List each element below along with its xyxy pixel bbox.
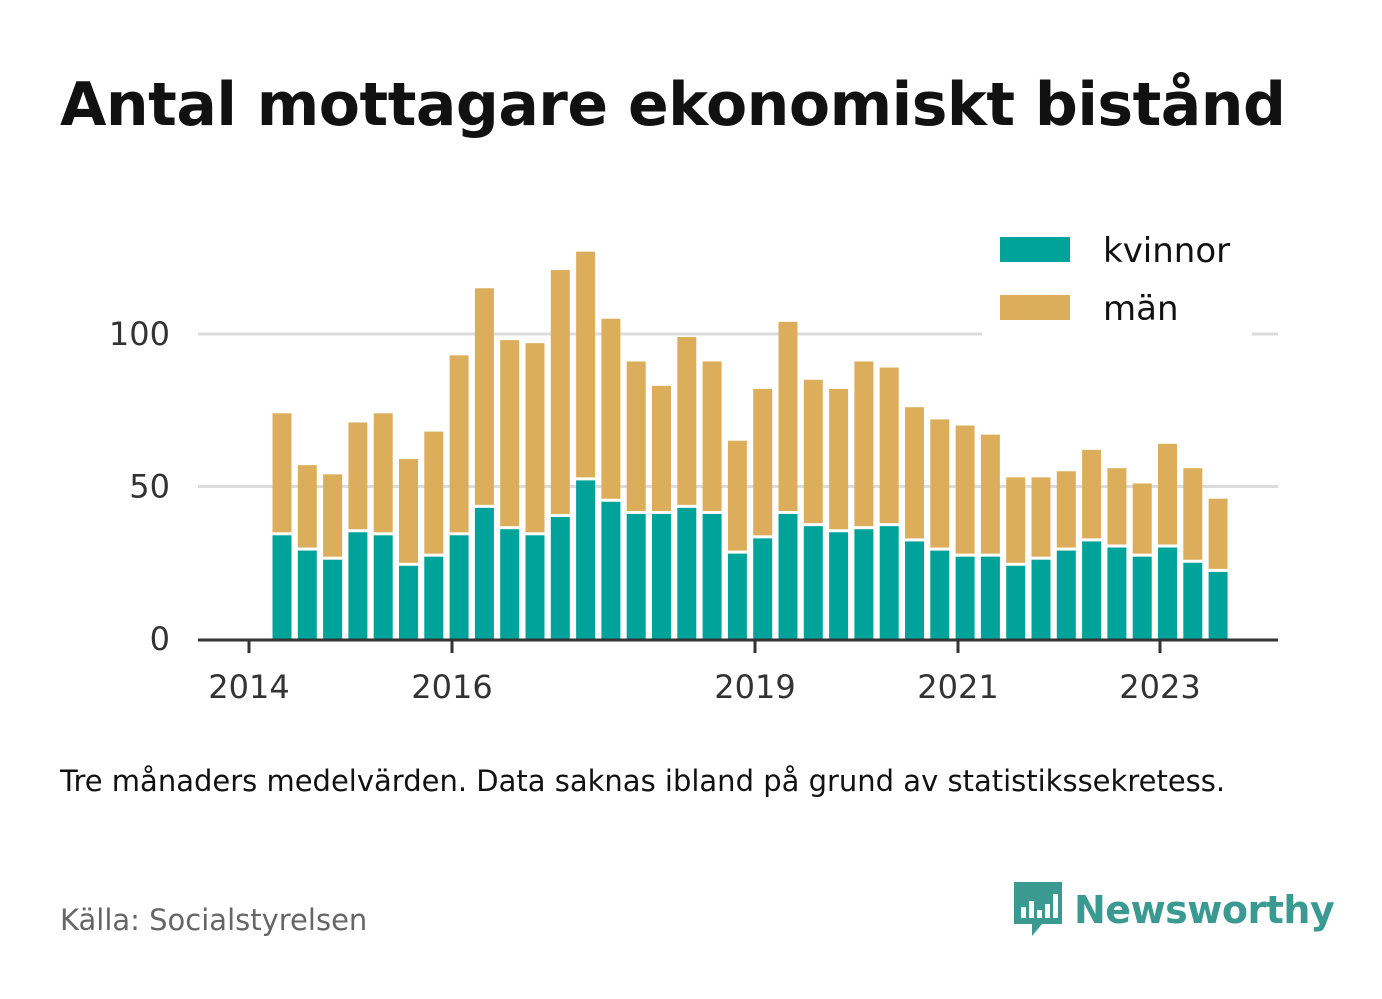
bar-kvinnor [474, 507, 494, 639]
bar-kvinnor [1056, 550, 1076, 639]
bar-kvinnor [854, 529, 874, 639]
bar-man [399, 459, 418, 563]
bar-man [1208, 498, 1228, 569]
bar-man [373, 413, 393, 533]
bar-man [677, 337, 697, 505]
bar-kvinnor [1158, 547, 1177, 639]
bar-kvinnor [1082, 541, 1102, 639]
bar-kvinnor [829, 532, 849, 639]
bar-man [1158, 443, 1177, 545]
stacked-bar-chart: 0 50 100 2014 2016 2019 2021 2023 kvinnor män [108, 225, 1278, 706]
bar-man [424, 431, 444, 554]
brand-name: Newsworthy [1074, 888, 1335, 932]
bar-kvinnor [1006, 565, 1026, 639]
bar-kvinnor [1208, 571, 1228, 639]
bar-man [879, 367, 899, 524]
bar-kvinnor [424, 556, 444, 639]
bar-kvinnor [879, 526, 899, 639]
bar-kvinnor [1031, 559, 1051, 639]
legend: kvinnor män [982, 225, 1252, 337]
bar-man [905, 407, 924, 539]
x-tick-label: 2016 [411, 668, 492, 706]
bar-kvinnor [702, 513, 722, 639]
bar-man [1082, 449, 1102, 539]
bars [272, 251, 1228, 639]
bar-man [803, 379, 823, 524]
bar-kvinnor [576, 480, 596, 639]
bar-man [297, 465, 317, 548]
bar-kvinnor [753, 538, 773, 639]
y-tick-label: 0 [150, 620, 170, 658]
y-tick-label: 50 [129, 468, 170, 506]
source-credit: Källa: Socialstyrelsen [60, 903, 368, 937]
bar-kvinnor [1183, 562, 1203, 639]
bar-kvinnor [727, 553, 747, 639]
bar-man [474, 288, 494, 505]
bar-man [500, 340, 520, 527]
y-tick-label: 100 [109, 315, 170, 353]
bar-man [576, 251, 596, 478]
bar-man [1107, 468, 1127, 545]
bar-man [778, 321, 798, 511]
bar-man [955, 425, 975, 554]
bar-man [1031, 477, 1051, 557]
x-tick-label: 2021 [917, 668, 998, 706]
bar-kvinnor [297, 550, 317, 639]
x-tick-label: 2023 [1119, 668, 1200, 706]
bar-kvinnor [652, 513, 671, 639]
bar-kvinnor [399, 565, 418, 639]
chart-note: Tre månaders medelvärden. Data saknas ib… [60, 764, 1226, 798]
bar-kvinnor [955, 556, 975, 639]
bar-man [449, 355, 469, 533]
brand-logo: Newsworthy [1012, 880, 1335, 940]
bar-man [854, 361, 874, 527]
bar-man [626, 361, 646, 511]
bar-kvinnor [525, 535, 545, 639]
x-tick-label: 2019 [714, 668, 795, 706]
bar-man [829, 388, 849, 530]
bar-kvinnor [500, 529, 520, 639]
bar-man [753, 388, 773, 536]
bar-man [930, 419, 950, 548]
bar-man [727, 440, 747, 551]
chart-title: Antal mottagare ekonomiskt bistånd [60, 70, 1286, 140]
bar-kvinnor [1132, 556, 1152, 639]
bar-man [1056, 471, 1076, 548]
x-tick-label: 2014 [208, 668, 289, 706]
bar-man [1006, 477, 1026, 563]
legend-label: män [1103, 289, 1179, 329]
bar-kvinnor [677, 507, 697, 639]
bar-man [550, 269, 570, 514]
bar-kvinnor [905, 541, 924, 639]
bar-kvinnor [373, 535, 393, 639]
legend-swatch [1000, 237, 1070, 262]
bar-kvinnor [323, 559, 343, 639]
bar-kvinnor [348, 532, 368, 639]
bar-man [980, 434, 1000, 554]
bar-kvinnor [626, 513, 646, 639]
bar-kvinnor [778, 513, 798, 639]
bar-man [1183, 468, 1203, 560]
bar-kvinnor [980, 556, 1000, 639]
bar-man [702, 361, 722, 511]
x-axis: 2014 2016 2019 2021 2023 [198, 638, 1278, 706]
bar-kvinnor [1107, 547, 1127, 639]
legend-swatch [1000, 295, 1070, 320]
bar-kvinnor [449, 535, 469, 639]
bar-kvinnor [272, 535, 292, 639]
bar-man [601, 318, 621, 499]
bar-man [1132, 483, 1152, 554]
bar-kvinnor [550, 517, 570, 639]
bar-man [272, 413, 292, 533]
bar-kvinnor [803, 526, 823, 639]
bar-kvinnor [930, 550, 950, 639]
y-axis-ticks: 0 50 100 [109, 315, 170, 658]
bar-kvinnor [601, 501, 621, 639]
bar-man [652, 385, 671, 511]
bar-man [525, 343, 545, 533]
legend-label: kvinnor [1103, 231, 1230, 271]
bar-man [348, 422, 368, 530]
newsworthy-logo-icon [1014, 882, 1062, 936]
bar-man [323, 474, 343, 557]
